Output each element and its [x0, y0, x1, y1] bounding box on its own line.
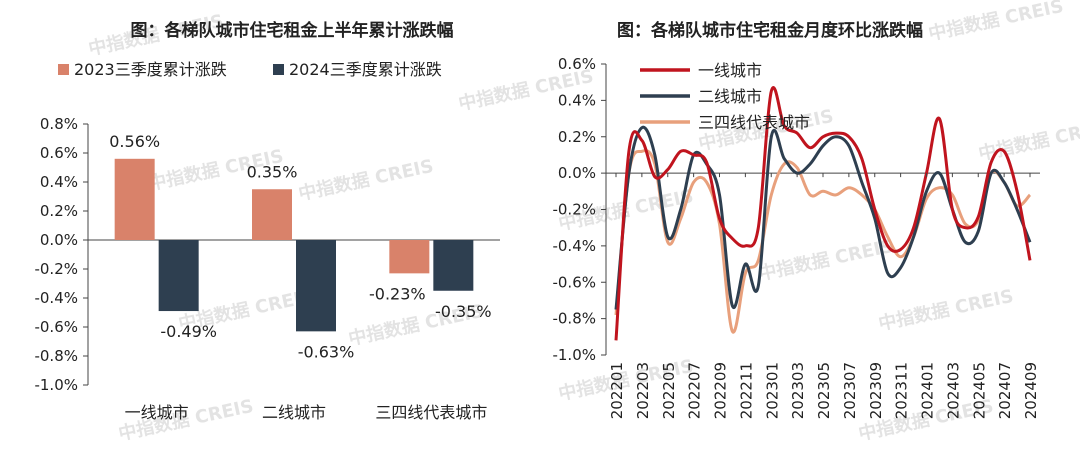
right-y-tick-label: -0.8% — [552, 310, 596, 328]
left-bar-chart: 图：各梯队城市住宅租金上半年累计涨跌幅 2023三季度累计涨跌 2024三季度累计… — [34, 20, 500, 422]
left-category-label: 二线城市 — [262, 403, 326, 422]
right-x-tick-label: 202307 — [841, 362, 859, 419]
left-y-tick-label: -1.0% — [34, 376, 78, 394]
bar-data-label: 0.56% — [109, 132, 160, 151]
bar-2023-1 — [252, 189, 292, 240]
bar-2024-2 — [433, 240, 474, 291]
right-y-tick-label: -0.4% — [552, 237, 596, 255]
right-x-tick-labels: 202201 202203 202205 202207 202209 202211 2023… — [608, 173, 1040, 419]
left-y-tick-label: 0.6% — [40, 144, 78, 162]
bar-2024-1 — [296, 240, 336, 332]
watermark-text: 中指数据 CREIS — [756, 235, 895, 285]
right-x-tick-label: 202201 — [608, 362, 626, 419]
right-x-tick-label: 202305 — [815, 362, 833, 419]
right-line-chart: 图：各梯队城市住宅租金月度环比涨跌幅 0.6% 0.4% 0.2% 0.0% -0.2%… — [552, 20, 1040, 419]
right-y-tick-label: -1.0% — [552, 346, 596, 364]
left-bars — [114, 158, 474, 332]
left-legend: 2023三季度累计涨跌 2024三季度累计涨跌 — [58, 60, 442, 79]
left-category-labels: 一线城市 二线城市 三四线代表城市 — [125, 403, 488, 422]
left-category-label: 三四线代表城市 — [375, 403, 487, 422]
right-y-tick-label: 0.2% — [558, 128, 596, 146]
left-y-tick-label: -0.2% — [34, 260, 78, 278]
right-x-tick-label: 202309 — [867, 362, 885, 419]
bar-2024-0 — [158, 240, 199, 312]
right-y-tick-label: 0.0% — [558, 164, 596, 182]
right-chart-title: 图：各梯队城市住宅租金月度环比涨跌幅 — [617, 20, 923, 41]
line-series-0 — [614, 86, 1032, 341]
right-x-tick-label: 202301 — [763, 362, 781, 419]
line-series-2 — [614, 149, 1032, 334]
right-y-tick-label: 0.6% — [558, 55, 596, 73]
right-x-tick-label: 202211 — [737, 362, 755, 419]
watermark-text: 中指数据 CREIS — [926, 0, 1065, 45]
left-y-tick-label: 0.8% — [40, 115, 78, 133]
right-x-tick-label: 202209 — [712, 362, 730, 419]
left-data-labels: 0.56% -0.49% 0.35% -0.63% -0.23% -0.35% — [109, 132, 491, 362]
left-y-tick-label: -0.8% — [34, 347, 78, 365]
left-y-tick-label: 0.4% — [40, 173, 78, 191]
left-legend-label: 2024三季度累计涨跌 — [289, 60, 442, 79]
bar-data-label: 0.35% — [247, 162, 298, 181]
bar-2023-2 — [389, 240, 430, 274]
bar-data-label: -0.23% — [369, 284, 426, 303]
left-y-tick-label: -0.6% — [34, 318, 78, 336]
right-x-tick-label: 202407 — [996, 362, 1014, 419]
bar-2023-0 — [114, 158, 155, 240]
right-x-tick-label: 202401 — [919, 362, 937, 419]
right-x-tick-label: 202403 — [944, 362, 962, 419]
bar-data-label: -0.35% — [435, 302, 492, 321]
left-legend-label: 2023三季度累计涨跌 — [74, 60, 227, 79]
right-y-axis: 0.6% 0.4% 0.2% 0.0% -0.2% -0.4% -0.6% -0.8% -1.0… — [552, 55, 1040, 364]
left-y-tick-label: 0.0% — [40, 231, 78, 249]
right-y-tick-label: 0.4% — [558, 91, 596, 109]
right-legend-label: 二线城市 — [698, 87, 762, 106]
left-legend-swatch — [58, 64, 69, 75]
right-x-tick-label: 202311 — [893, 362, 911, 419]
bar-data-label: -0.49% — [160, 322, 217, 341]
right-y-tick-label: -0.2% — [552, 201, 596, 219]
left-y-tick-label: 0.2% — [40, 202, 78, 220]
right-y-tick-label: -0.6% — [552, 273, 596, 291]
left-chart-title: 图：各梯队城市住宅租金上半年累计涨跌幅 — [131, 20, 454, 41]
watermark-text: 中指数据 CREIS — [296, 155, 435, 205]
left-y-tick-label: -0.4% — [34, 289, 78, 307]
right-x-tick-label: 202207 — [686, 362, 704, 419]
right-x-tick-label: 202203 — [634, 362, 652, 419]
left-legend-swatch — [273, 64, 284, 75]
right-series-lines — [614, 86, 1032, 341]
bar-data-label: -0.63% — [298, 342, 355, 361]
watermark-text: 中指数据 CREIS — [876, 285, 1015, 335]
right-x-tick-label: 202303 — [789, 362, 807, 419]
left-category-label: 一线城市 — [125, 403, 189, 422]
right-legend-label: 一线城市 — [698, 61, 762, 80]
right-legend-label: 三四线代表城市 — [698, 113, 810, 132]
right-x-tick-label: 202205 — [660, 362, 678, 419]
left-y-axis: 0.8% 0.6% 0.4% 0.2% 0.0% -0.2% -0.4% -0.6% -0.8%… — [34, 115, 500, 394]
right-x-tick-label: 202405 — [970, 362, 988, 419]
right-x-tick-label: 202409 — [1022, 362, 1040, 419]
